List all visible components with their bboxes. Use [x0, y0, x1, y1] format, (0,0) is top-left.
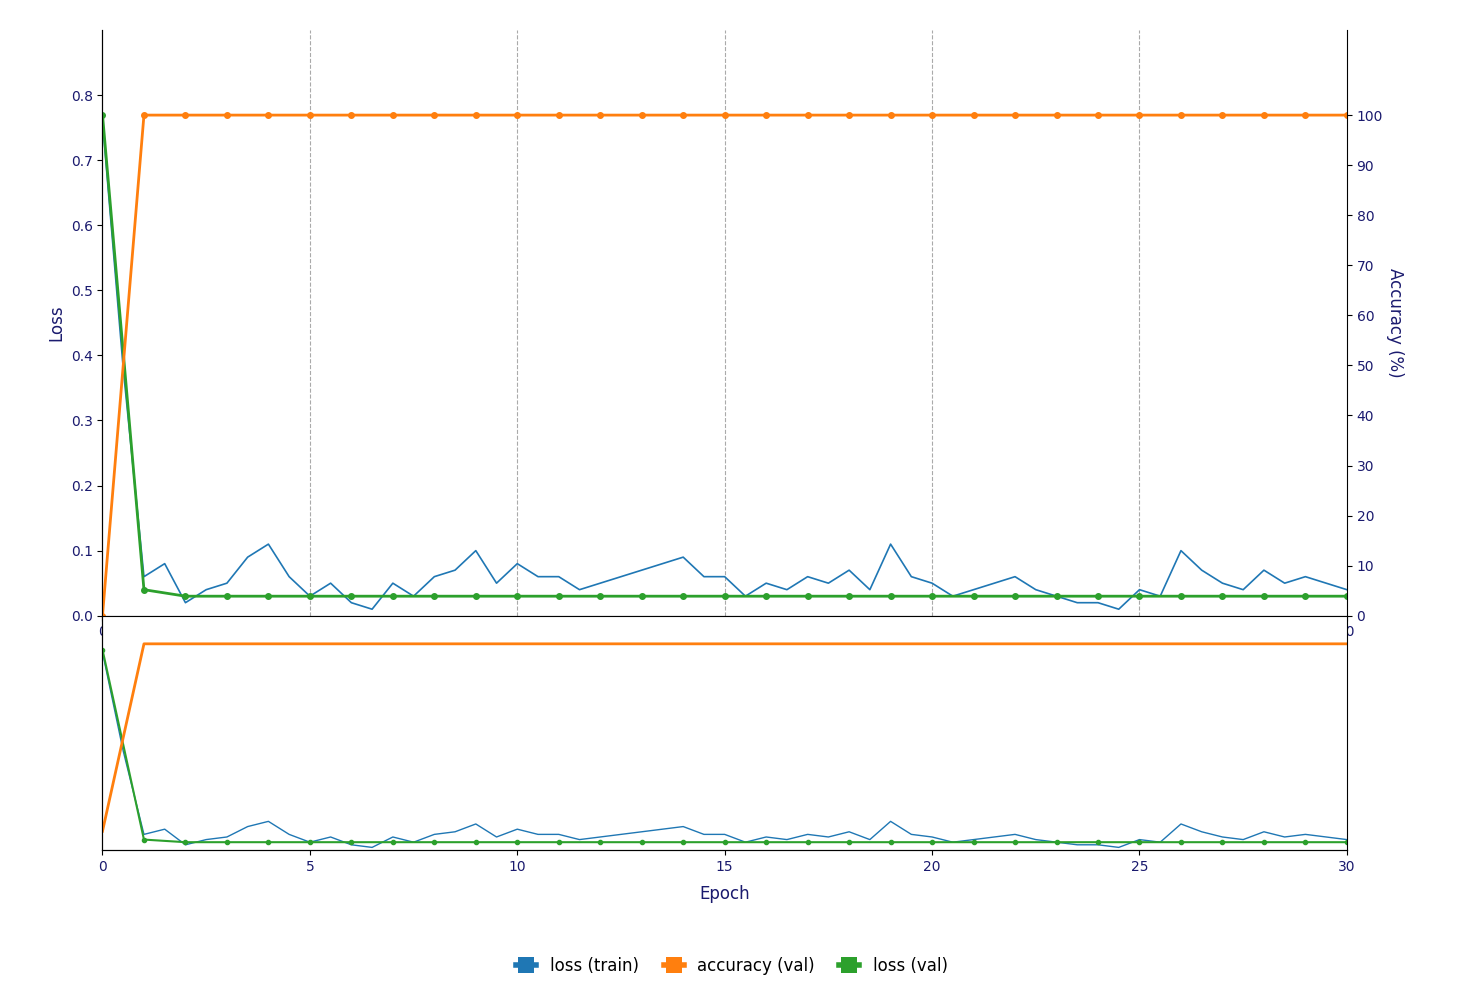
Legend: loss (train), accuracy (val), loss (val): loss (train), accuracy (val), loss (val) — [509, 950, 955, 982]
X-axis label: Epoch: Epoch — [700, 885, 750, 903]
Y-axis label: Loss: Loss — [47, 305, 66, 341]
Y-axis label: Accuracy (%): Accuracy (%) — [1386, 268, 1404, 378]
